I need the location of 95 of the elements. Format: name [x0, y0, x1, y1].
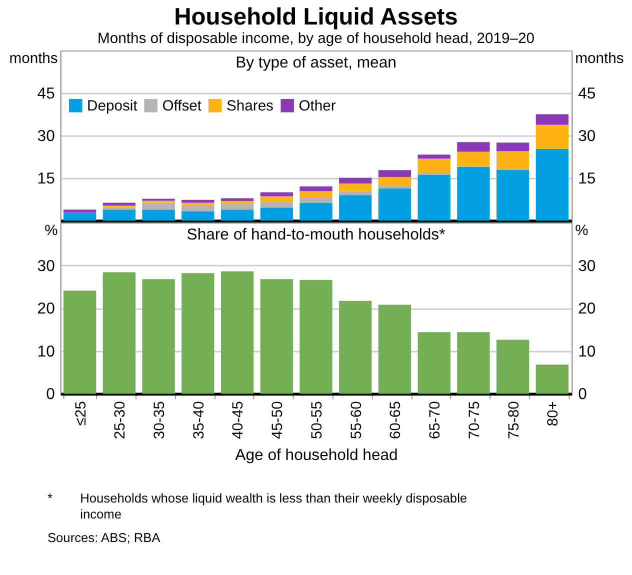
y2-tick-label: 30 — [578, 128, 596, 146]
bar — [378, 176, 412, 186]
bar — [378, 185, 412, 188]
bar — [418, 154, 450, 159]
bar — [220, 201, 254, 204]
text: * — [47, 490, 52, 506]
y-tick-label: 45 — [37, 85, 56, 102]
bar — [142, 210, 175, 221]
bar — [260, 202, 293, 208]
bar — [339, 183, 372, 192]
bar — [496, 170, 530, 221]
y2-tick-label: 30 — [578, 258, 596, 275]
x-tick-label: 55-60 — [348, 401, 365, 440]
y-tick-label: 15 — [37, 170, 56, 188]
source-note: Sources: ABS; RBA — [47, 530, 161, 546]
y-tick-label: 0 — [46, 386, 56, 404]
bar — [63, 290, 96, 394]
x-tick-label: 65-70 — [428, 401, 444, 440]
bar — [536, 124, 569, 149]
bar — [378, 170, 412, 177]
bar — [260, 279, 293, 394]
bar — [102, 210, 136, 221]
bar — [378, 188, 412, 221]
y2-tick-label: 45 — [578, 85, 596, 102]
y-tick-label: 30 — [37, 258, 56, 275]
y-axis-title: % — [44, 222, 58, 239]
bar — [339, 300, 372, 394]
x-axis-title: Age of household head — [235, 446, 398, 464]
legend-label: Other — [298, 98, 336, 115]
y2-tick-label: 20 — [578, 300, 596, 318]
bar — [63, 210, 96, 212]
bar — [142, 202, 175, 210]
bar — [339, 195, 372, 221]
bar — [339, 191, 372, 196]
x-tick-label: 75-80 — [506, 401, 522, 440]
x-tick-label: 60-65 — [388, 401, 404, 440]
y-tick-label: 20 — [37, 300, 56, 318]
bar — [300, 191, 332, 198]
y2-tick-label: 15 — [578, 170, 596, 188]
bar — [418, 332, 450, 394]
bar — [182, 200, 214, 203]
bar — [378, 304, 412, 394]
bar — [300, 186, 332, 192]
bar — [102, 272, 136, 394]
chart-title: Household Liquid Assets — [174, 4, 458, 30]
x-tick-label: 45-50 — [270, 401, 286, 440]
bar — [142, 279, 175, 394]
x-tick-label: 70-75 — [466, 401, 483, 440]
bar — [182, 206, 214, 212]
bar — [457, 142, 490, 152]
x-tick-label: 50-55 — [309, 401, 326, 440]
x-tick-label: 35-40 — [191, 401, 208, 440]
bar — [457, 152, 490, 166]
y-axis-title: months — [9, 50, 58, 67]
bar — [457, 166, 490, 221]
legend-label: Shares — [226, 98, 274, 115]
bar — [260, 196, 293, 202]
bar — [496, 142, 530, 152]
text: Households whose liquid wealth is less than their weekly disposable income — [80, 490, 468, 522]
bar — [418, 174, 450, 221]
y-tick-label: 30 — [37, 128, 56, 146]
x-tick-label: 80+ — [546, 401, 562, 426]
bar — [220, 210, 254, 221]
x-tick-label: 30-35 — [152, 401, 168, 440]
bar — [418, 158, 450, 173]
bar — [300, 202, 332, 221]
bar — [496, 151, 530, 170]
bar — [536, 364, 569, 394]
y2-axis-title: months — [575, 50, 624, 67]
x-tick-label: 40-45 — [230, 401, 247, 440]
bar — [457, 332, 490, 394]
y2-tick-label: 0 — [578, 386, 588, 404]
bar — [220, 198, 254, 202]
x-tick-label: ≤25 — [73, 401, 90, 426]
bar — [300, 198, 332, 203]
bar — [220, 271, 254, 394]
y2-tick-label: 10 — [578, 343, 596, 360]
legend-label: Deposit — [87, 98, 138, 115]
bar — [260, 208, 293, 221]
annotation: By type of asset, mean — [236, 54, 396, 72]
bar — [536, 114, 569, 125]
bar — [220, 204, 254, 210]
bar — [536, 148, 569, 221]
bar — [300, 280, 332, 394]
chart-subtitle: Months of disposable income, by age of household head, 2019–20 — [98, 31, 534, 48]
bar — [339, 178, 372, 184]
x-tick-label: 25-30 — [112, 401, 129, 440]
bar — [182, 273, 214, 394]
y-tick-label: 10 — [37, 343, 56, 360]
bar — [63, 212, 96, 221]
bar — [496, 340, 530, 394]
annotation: Share of hand-to-mouth households* — [186, 226, 446, 244]
y2-axis-title: % — [575, 222, 588, 239]
legend-label: Offset — [162, 98, 202, 115]
bar — [182, 211, 214, 221]
